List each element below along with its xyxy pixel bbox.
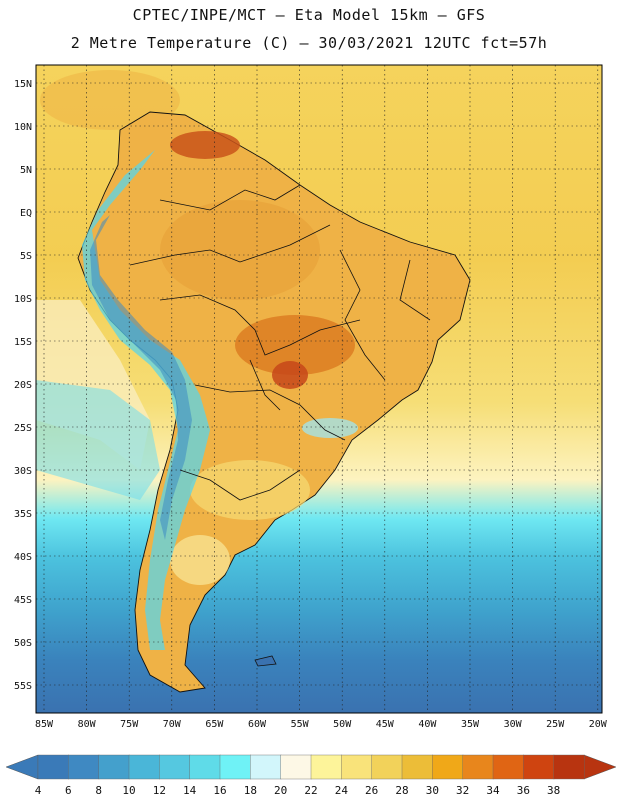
hot-zone-venezuela	[170, 131, 240, 159]
lon-label: 40W	[418, 719, 437, 730]
colorbar-swatch	[68, 754, 100, 780]
lon-label: 30W	[504, 719, 523, 730]
colorbar	[5, 754, 617, 780]
lat-label: 5N	[20, 165, 32, 176]
colorbar-swatch	[553, 754, 585, 780]
colorbar-tick-label: 16	[213, 784, 226, 797]
colorbar-swatch	[492, 754, 525, 780]
colorbar-tick-label: 4	[35, 784, 42, 797]
colorbar-tick-label: 12	[153, 784, 166, 797]
colorbar-tick-label: 34	[486, 784, 500, 797]
colorbar-swatch	[401, 754, 434, 780]
lat-label: 15S	[14, 337, 32, 348]
lon-label: 20W	[589, 719, 608, 730]
lat-label: 25S	[14, 423, 32, 434]
andes-core	[90, 215, 192, 540]
colorbar-swatch	[341, 754, 373, 780]
lon-label: 25W	[546, 719, 565, 730]
colorbar-swatch	[250, 754, 282, 780]
lat-label: 20S	[14, 380, 32, 391]
lon-label: 85W	[35, 719, 54, 730]
colorbar-high-arrow	[583, 754, 617, 780]
lat-label: 45S	[14, 595, 32, 606]
andes-cold-band	[82, 150, 210, 650]
lat-lon-grid	[36, 65, 602, 713]
colorbar-tick-label: 8	[95, 784, 102, 797]
colorbar-swatch	[98, 754, 130, 780]
lat-label: 40S	[14, 552, 32, 563]
colorbar-swatch	[159, 754, 191, 780]
lon-label: 45W	[376, 719, 395, 730]
lat-label: EQ	[20, 208, 32, 219]
colorbar-swatch	[371, 754, 403, 780]
colorbar-tick-label: 20	[274, 784, 287, 797]
lat-label: 10S	[14, 294, 32, 305]
colorbar-swatch	[219, 754, 252, 780]
lat-label: 10N	[14, 122, 32, 133]
hot-zone-centralbrazil	[235, 315, 355, 375]
colorbar-tick-label: 28	[395, 784, 408, 797]
lon-label: 60W	[248, 719, 267, 730]
colorbar-tick-label: 14	[183, 784, 197, 797]
longitude-labels: 85W 80W 75W 70W 65W 60W 55W 50W 45W 40W 35W 30W 25W 2…	[35, 719, 608, 730]
latitude-labels: 15N 10N 5N EQ 5S 10S 15S 20S 25S 30S 35S 40S 45S 50S 5…	[14, 79, 32, 692]
se-brazil-cool	[302, 418, 358, 438]
colorbar-swatch	[280, 754, 312, 780]
lat-label: 35S	[14, 509, 32, 520]
lon-label: 70W	[163, 719, 182, 730]
lon-label: 65W	[205, 719, 224, 730]
warm-zone-amazon	[160, 200, 320, 300]
colorbar-tick-label: 36	[517, 784, 530, 797]
colorbar-swatch	[37, 754, 70, 780]
colorbar-tick-label: 32	[456, 784, 469, 797]
mild-zone-patagonia	[170, 535, 230, 585]
lat-label: 15N	[14, 79, 32, 90]
colorbar-tick-label: 38	[547, 784, 560, 797]
colorbar-tick-label: 30	[426, 784, 439, 797]
colorbar-swatch	[432, 754, 464, 780]
colorbar-low-arrow	[5, 754, 39, 780]
lat-label: 5S	[20, 251, 32, 262]
lon-label: 35W	[461, 719, 480, 730]
colorbar-swatch	[128, 754, 161, 780]
colorbar-swatch	[523, 754, 555, 780]
chart-title-line2: 2 Metre Temperature (C) – 30/03/2021 12U…	[70, 34, 548, 52]
lon-label: 75W	[120, 719, 139, 730]
colorbar-tick-label: 10	[122, 784, 135, 797]
chart-title-line1: CPTEC/INPE/MCT – Eta Model 15km – GFS	[132, 6, 486, 24]
lon-label: 50W	[333, 719, 352, 730]
colorbar-swatch	[462, 754, 494, 780]
country-borders	[129, 184, 431, 501]
lat-label: 55S	[14, 681, 32, 692]
colorbar-labels: 4 6 8 10 12 14 16 18 20 22 24 26 28 30 32 34 36 38	[35, 784, 561, 797]
colorbar-swatch	[189, 754, 221, 780]
lat-label: 50S	[14, 638, 32, 649]
hot-zone-pantanal	[272, 361, 308, 389]
lon-label: 55W	[291, 719, 310, 730]
lat-label: 30S	[14, 466, 32, 477]
colorbar-tick-label: 26	[365, 784, 378, 797]
mild-zone-south	[190, 460, 310, 520]
colorbar-tick-label: 22	[304, 784, 317, 797]
colorbar-tick-label: 24	[335, 784, 349, 797]
colorbar-tick-label: 6	[65, 784, 72, 797]
colorbar-swatch	[310, 754, 343, 780]
colorbar-tick-label: 18	[244, 784, 257, 797]
lon-label: 80W	[78, 719, 97, 730]
